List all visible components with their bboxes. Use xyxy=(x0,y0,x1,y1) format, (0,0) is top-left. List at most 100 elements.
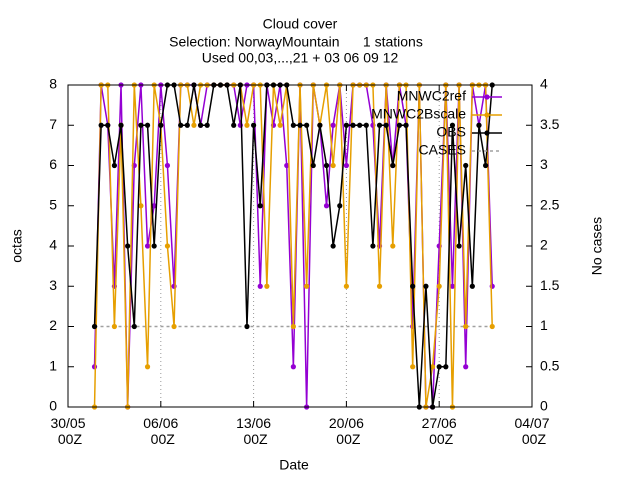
series-point xyxy=(396,122,403,128)
y2-tick-label: 1.5 xyxy=(540,277,560,293)
series-point xyxy=(489,323,495,330)
legend-label: OBS xyxy=(436,124,466,140)
y-tick-label: 7 xyxy=(49,116,57,132)
y2-axis-label: No cases xyxy=(589,217,605,275)
series-point xyxy=(436,364,442,370)
y-axis-label: octas xyxy=(9,229,25,262)
series-point xyxy=(403,122,409,128)
series-point xyxy=(178,122,184,128)
series-point xyxy=(376,122,383,128)
series-point xyxy=(483,162,489,169)
x-tick-label: 30/05 00Z xyxy=(50,415,85,447)
y2-tick-label: 0 xyxy=(540,398,548,414)
x-tick-label: 13/06 00Z xyxy=(236,415,271,447)
series-point xyxy=(429,364,436,370)
legend-swatch xyxy=(484,94,490,100)
series-point xyxy=(376,283,383,289)
series-point xyxy=(304,122,310,128)
series-point xyxy=(463,364,469,370)
series-point xyxy=(125,243,131,249)
series-point xyxy=(330,162,336,169)
series-point xyxy=(184,122,190,128)
series-point xyxy=(91,323,98,330)
series-point xyxy=(310,162,316,169)
series-point xyxy=(244,323,250,330)
series-point xyxy=(410,364,416,370)
series-point xyxy=(350,122,356,128)
series-point xyxy=(317,122,323,128)
y2-tick-label: 2 xyxy=(540,237,548,253)
series-point xyxy=(244,122,250,128)
x-tick-label: 06/06 00Z xyxy=(143,415,178,447)
series-point xyxy=(423,283,429,289)
series-point xyxy=(297,122,303,128)
series-point xyxy=(111,162,117,169)
legend-swatch xyxy=(484,130,490,136)
y-tick-label: 2 xyxy=(49,317,57,333)
y2-tick-label: 3 xyxy=(540,156,548,172)
y2-tick-label: 1 xyxy=(540,317,548,333)
series-point xyxy=(284,162,290,169)
series-point xyxy=(449,122,456,128)
series-point xyxy=(151,243,157,249)
series-point xyxy=(151,203,157,209)
series-point xyxy=(343,122,349,128)
legend-label: MNWC2Bscale xyxy=(371,106,466,122)
chart-subtitle: Used 00,03,...,21 + 03 06 09 12 xyxy=(202,50,399,66)
series-point xyxy=(463,162,469,169)
series-point xyxy=(290,122,296,128)
series-point xyxy=(197,122,204,128)
series-point xyxy=(111,323,117,330)
series-point xyxy=(118,122,124,128)
series-point xyxy=(476,122,482,128)
y2-tick-label: 4 xyxy=(540,76,548,92)
y-tick-label: 6 xyxy=(49,156,57,172)
series-point xyxy=(290,323,296,330)
series-point xyxy=(264,283,270,289)
series-point xyxy=(343,162,349,169)
series-point xyxy=(443,364,449,370)
x-tick-label: 04/07 00Z xyxy=(514,415,549,447)
series-point xyxy=(158,122,164,128)
series-point xyxy=(131,323,137,330)
series-point xyxy=(277,122,283,128)
y2-tick-label: 2.5 xyxy=(540,196,560,212)
series-point xyxy=(91,364,98,370)
y2-tick-label: 3.5 xyxy=(540,116,560,132)
series-point xyxy=(410,283,416,289)
series-point xyxy=(257,283,263,289)
y-tick-label: 1 xyxy=(49,357,57,373)
series-point xyxy=(144,364,151,370)
series-point xyxy=(164,243,171,249)
y-tick-label: 8 xyxy=(49,76,57,92)
series-point xyxy=(330,243,336,249)
series-point xyxy=(138,203,144,209)
series-point xyxy=(290,364,296,370)
y-tick-label: 4 xyxy=(49,237,57,253)
legend-label: CASES xyxy=(419,142,466,158)
series-point xyxy=(390,162,396,169)
series-point xyxy=(390,243,396,249)
chart-subtitle: Selection: NorwayMountain 1 stations xyxy=(169,34,423,50)
series-point xyxy=(370,243,376,249)
series-point xyxy=(323,203,330,209)
series-point xyxy=(323,162,330,169)
series-point xyxy=(251,122,257,128)
series-point xyxy=(337,203,343,209)
series-point xyxy=(383,122,389,128)
series-point xyxy=(257,203,263,209)
x-axis-label: Date xyxy=(279,457,309,473)
x-tick-label: 27/06 00Z xyxy=(422,415,457,447)
series-point xyxy=(138,122,144,128)
series-point xyxy=(204,122,210,128)
series-point xyxy=(330,122,336,128)
y-tick-label: 3 xyxy=(49,277,57,293)
series-point xyxy=(343,283,349,289)
series-point xyxy=(463,323,469,330)
plot-border xyxy=(67,84,533,408)
legend-swatch xyxy=(484,112,490,118)
series-point xyxy=(171,323,177,330)
series-point xyxy=(456,243,462,249)
series-point xyxy=(231,122,237,128)
